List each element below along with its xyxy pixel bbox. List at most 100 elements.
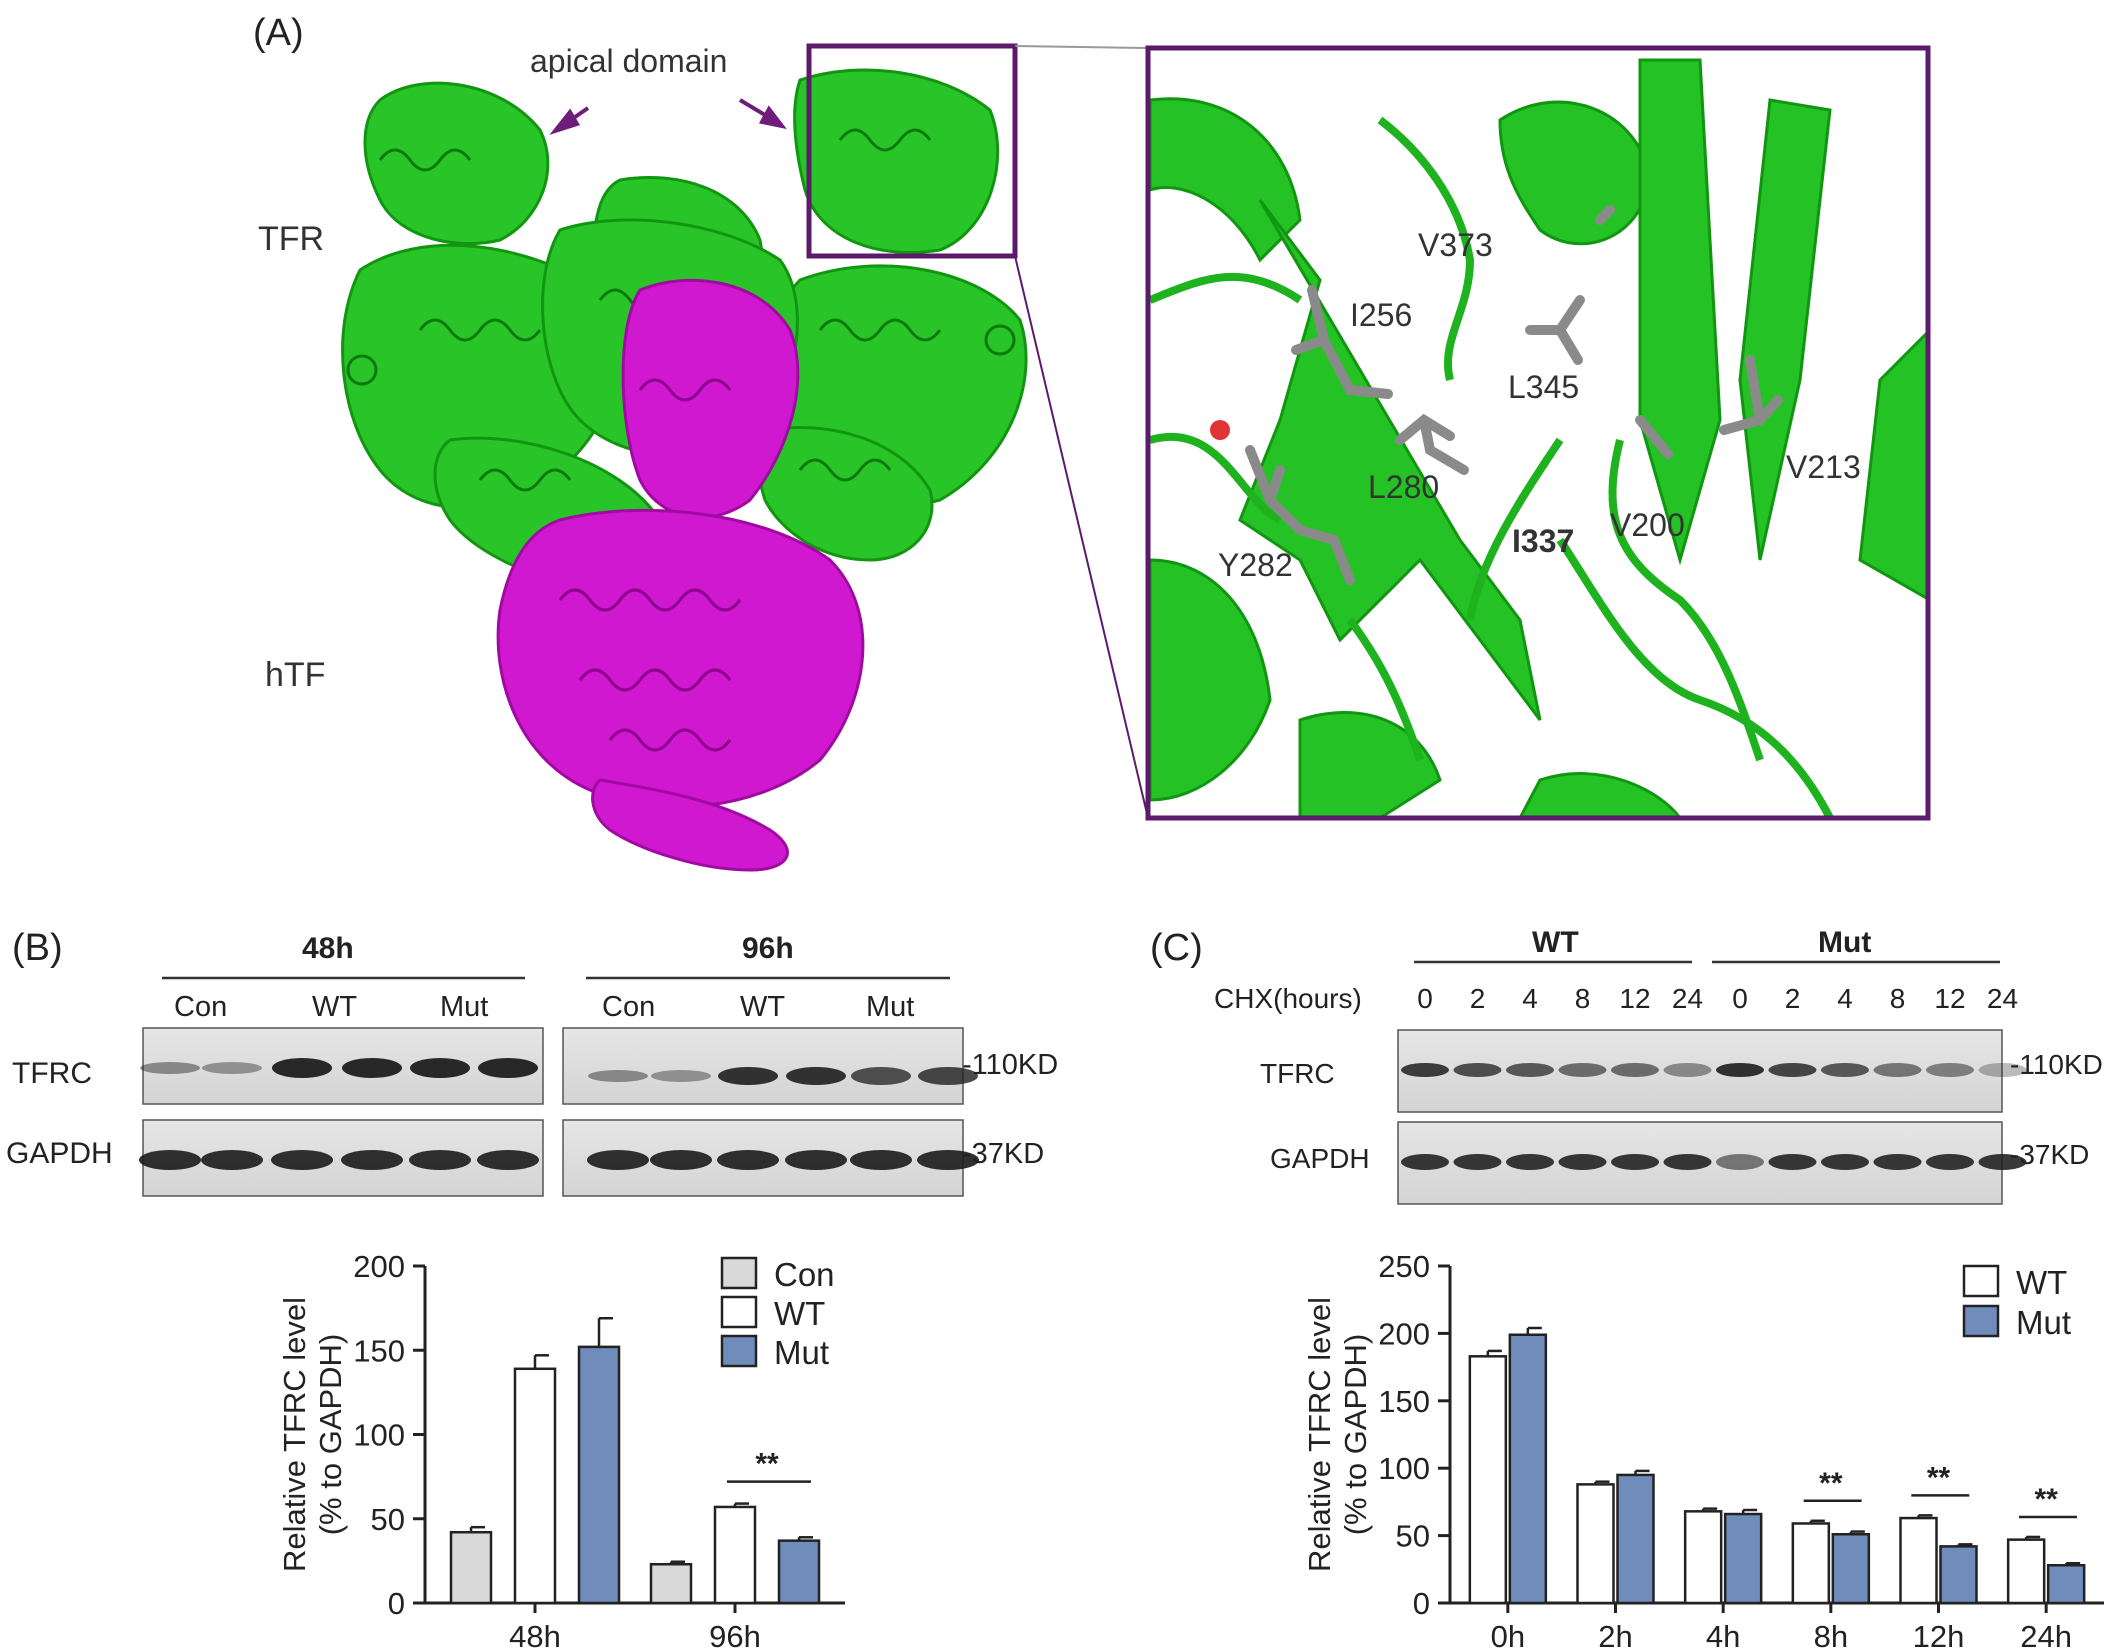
panel-c-label: (C) — [1150, 927, 1203, 969]
lane-group-label: Mut — [866, 991, 914, 1023]
zoomed-apical-view: V373 I256 L345 L280 V213 V200 I337 Y282 — [1145, 45, 1931, 821]
blot-band — [410, 1058, 470, 1078]
group-label: Mut — [1818, 926, 1871, 959]
legend-label: Con — [774, 1256, 835, 1293]
bar — [1468, 1355, 1508, 1605]
significance-label: ** — [2034, 1483, 2058, 1516]
western-blots-c — [1397, 1029, 2027, 1205]
y-tick-label: 150 — [353, 1333, 405, 1368]
bar — [2046, 1564, 2086, 1605]
blot-band — [202, 1062, 262, 1074]
residue-label: V213 — [1786, 449, 1861, 485]
blot-band — [1611, 1154, 1659, 1170]
bar — [1723, 1512, 1763, 1605]
blot-band — [409, 1150, 471, 1170]
blot-strip — [562, 1027, 964, 1105]
blot-band — [1926, 1154, 1974, 1170]
blot-band — [850, 1150, 912, 1170]
bar — [577, 1345, 621, 1605]
legend-label: Mut — [774, 1334, 829, 1371]
panel-c: (C) WT Mut CHX(hours) 0 2 4 8 12 24 0 2 4 8 12 24 T… — [1150, 926, 2104, 1652]
apical-domain-label: apical domain — [530, 43, 727, 79]
bar — [1939, 1545, 1978, 1605]
mw-marker: -37KD — [962, 1138, 1044, 1170]
apical-arrow-right — [738, 98, 787, 130]
blot-row-label: TFRC — [12, 1057, 92, 1090]
blot-band — [1716, 1154, 1764, 1170]
blot-row-label: TFRC — [1260, 1058, 1335, 1089]
zoom-line-top — [1014, 45, 1149, 49]
blot-band — [1453, 1154, 1502, 1170]
lane-group-label: Mut — [440, 991, 488, 1023]
chx-time-label: 8 — [1575, 983, 1591, 1014]
bar — [1683, 1510, 1723, 1605]
blot-band — [1926, 1063, 1974, 1077]
blot-band — [1401, 1154, 1449, 1170]
significance-label: ** — [1927, 1461, 1951, 1494]
chx-time-label: 24 — [1672, 983, 1703, 1014]
chx-time-label: 4 — [1837, 983, 1853, 1014]
blot-band — [477, 1150, 539, 1170]
blot-band — [1558, 1154, 1607, 1170]
chx-time-label: 0 — [1732, 983, 1748, 1014]
blot-band — [271, 1150, 333, 1170]
significance-label: ** — [1819, 1467, 1843, 1500]
blot-band — [918, 1067, 978, 1085]
blot-band — [478, 1058, 538, 1078]
bar — [777, 1539, 821, 1605]
y-tick-label: 100 — [1378, 1451, 1430, 1486]
blot-band — [1506, 1063, 1554, 1077]
blot-band — [1768, 1063, 1817, 1077]
bar — [1508, 1333, 1548, 1605]
bar — [2006, 1538, 2046, 1605]
blot-band — [342, 1058, 402, 1078]
blot-row-label: GAPDH — [6, 1137, 113, 1170]
x-tick-label: 2h — [1598, 1619, 1632, 1652]
y-tick-label: 200 — [1378, 1316, 1430, 1351]
blot-band — [1401, 1063, 1449, 1077]
panel-b: (B) 48h 96h Con WT Mut Con WT Mut TFRC G… — [6, 927, 1058, 1652]
chx-time-labels: 0 2 4 8 12 24 0 2 4 8 12 24 — [1417, 983, 2018, 1014]
bar — [1831, 1533, 1871, 1605]
y-axis-label: Relative TFRC level — [1302, 1297, 1337, 1572]
blot-band — [1873, 1063, 1922, 1077]
blot-band — [1453, 1063, 1502, 1077]
bar — [513, 1367, 557, 1605]
blot-band — [1978, 1063, 2027, 1077]
apical-arrow-left — [549, 106, 590, 135]
blot-band — [1506, 1154, 1554, 1170]
chx-time-label: 24 — [1987, 983, 2018, 1014]
blot-band — [1821, 1063, 1869, 1077]
blot-band — [587, 1150, 649, 1170]
residue-label: I256 — [1350, 297, 1412, 333]
blot-row-label: GAPDH — [1270, 1143, 1370, 1174]
y-tick-label: 200 — [353, 1249, 405, 1284]
y-tick-label: 0 — [1413, 1586, 1430, 1621]
y-tick-label: 150 — [1378, 1384, 1430, 1419]
x-tick-label: 8h — [1814, 1619, 1848, 1652]
blot-band — [272, 1058, 332, 1078]
lane-group-label: Con — [174, 991, 227, 1023]
bar — [1791, 1522, 1831, 1605]
bar — [1899, 1516, 1938, 1605]
y-tick-label: 100 — [353, 1418, 405, 1453]
bar — [1616, 1473, 1655, 1605]
blot-band — [1978, 1154, 2027, 1170]
legend-swatch — [1962, 1264, 2000, 1298]
blot-band — [718, 1067, 778, 1085]
protein-structure — [341, 68, 1028, 872]
legend-swatch — [720, 1256, 758, 1290]
lane-group-label: Con — [602, 991, 655, 1023]
x-tick-label: 12h — [1913, 1619, 1965, 1652]
legend-label: WT — [2016, 1264, 2067, 1301]
chx-time-label: 8 — [1890, 983, 1906, 1014]
blot-band — [1611, 1063, 1659, 1077]
blot-band — [1663, 1154, 1712, 1170]
residue-label: L345 — [1508, 369, 1579, 405]
tfr-label: TFR — [258, 220, 324, 258]
y-axis-label: Relative TFRC level — [277, 1297, 312, 1572]
x-tick-label: 0h — [1491, 1619, 1525, 1652]
x-tick-label: 48h — [509, 1619, 561, 1652]
chx-time-label: 4 — [1522, 983, 1538, 1014]
